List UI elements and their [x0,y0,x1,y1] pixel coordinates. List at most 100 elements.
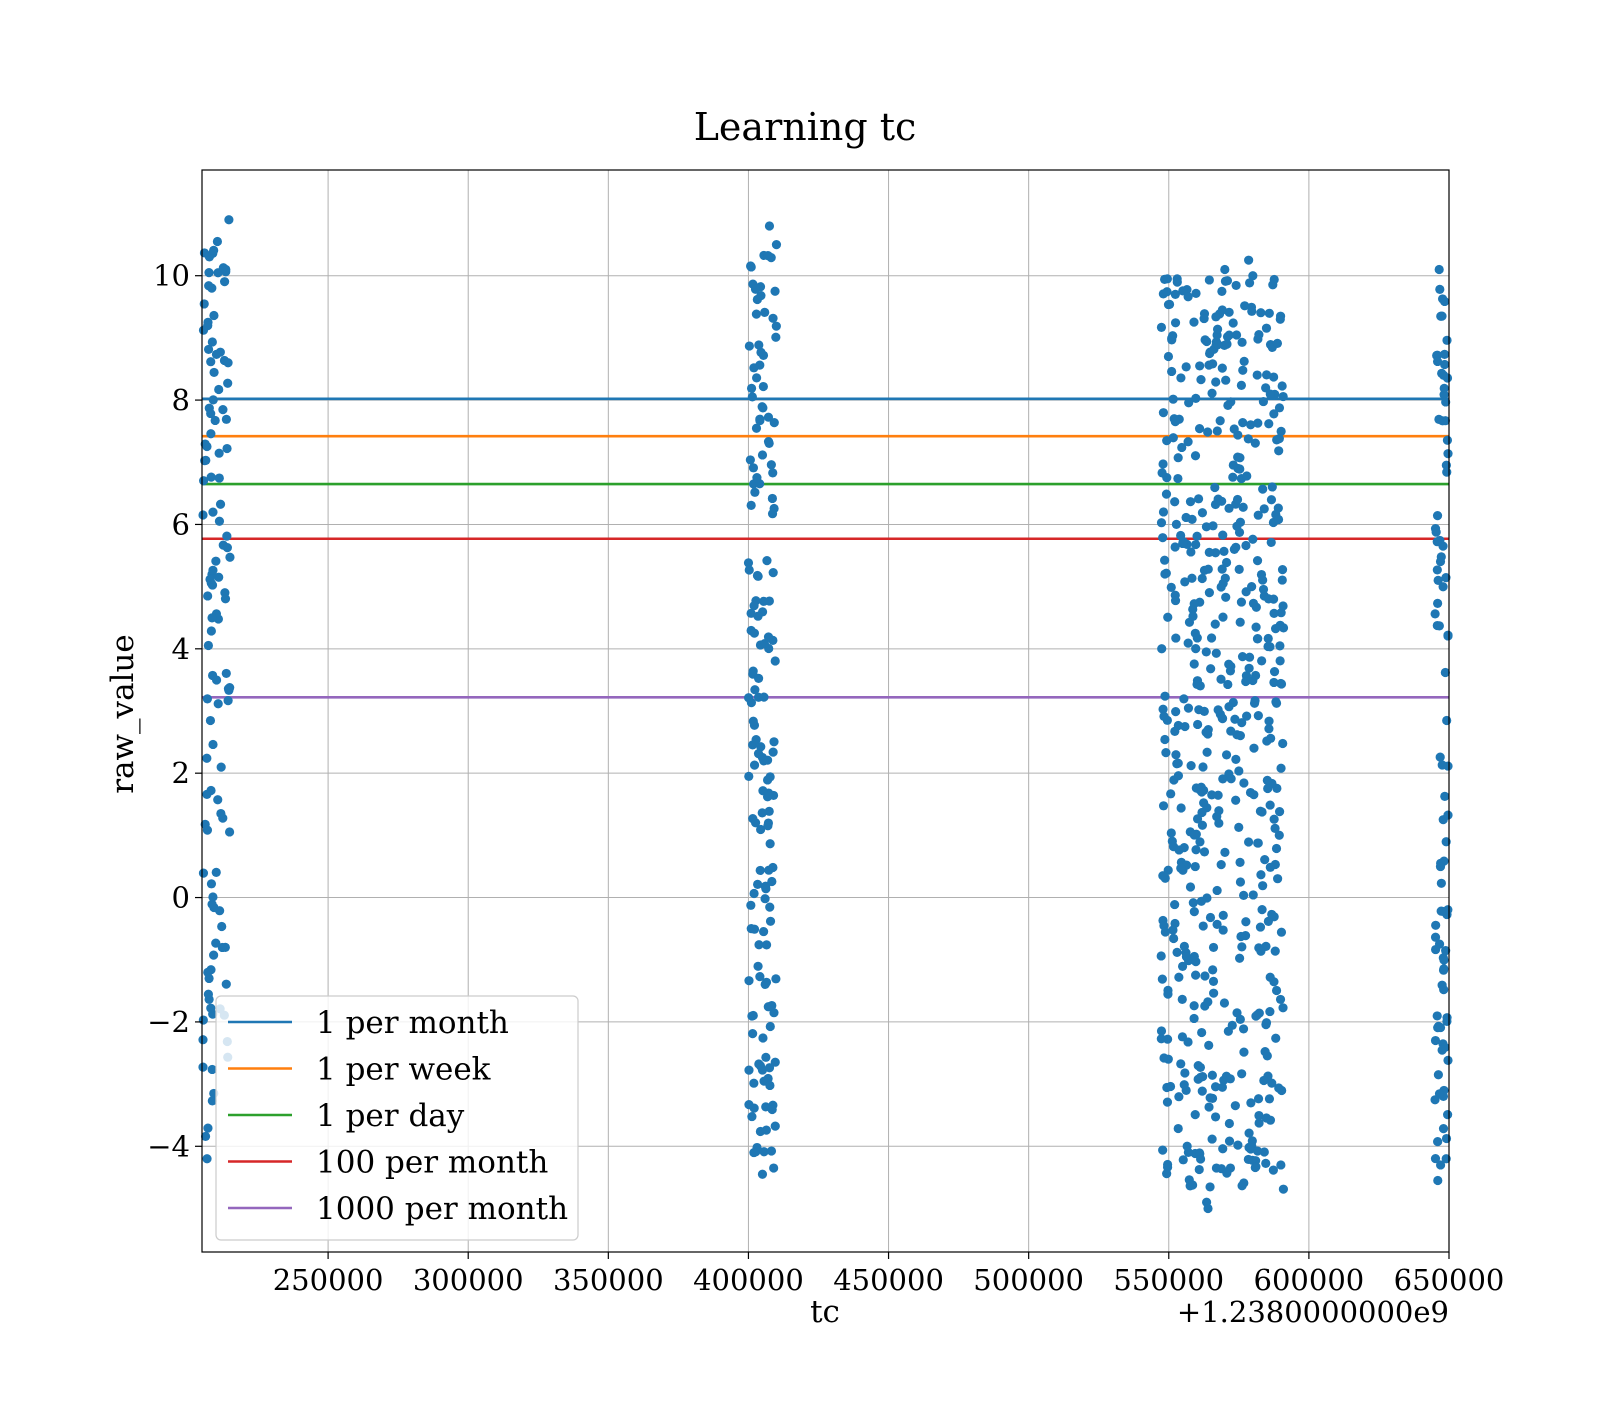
scatter-point [1252,1146,1263,1156]
scatter-point [1198,921,1208,931]
scatter-point [1203,1203,1213,1214]
scatter-point [759,692,769,702]
chart-title: Learning tc [694,105,917,149]
scatter-point [1440,359,1450,370]
scatter-point [1171,750,1181,760]
scatter-point [1212,426,1222,436]
scatter-point [764,221,775,231]
scatter-point [199,299,209,309]
x-tick-label: 600000 [1254,1263,1365,1297]
scatter-point [1157,644,1167,654]
scatter-point [1253,1094,1264,1104]
scatter-point [1231,280,1241,291]
scatter-point [1189,599,1199,609]
scatter-point [1183,703,1194,713]
scatter-point [206,357,216,367]
x-axis-offset-label: +1.2380000000e9 [1177,1295,1449,1329]
scatter-point [769,737,779,747]
scatter-point [1192,814,1203,824]
scatter-point [218,404,228,415]
scatter-point [1176,373,1186,383]
scatter-point [1264,724,1274,734]
scatter-point [1253,633,1263,644]
scatter-point [1168,433,1178,443]
scatter-point [1189,1013,1199,1024]
scatter-point [1170,497,1180,507]
scatter-point [1156,1026,1167,1036]
scatter-point [1258,881,1268,891]
scatter-point [1432,356,1443,367]
scatter-point [1221,592,1231,602]
y-tick-label: 10 [153,259,190,293]
scatter-point [1223,400,1233,410]
scatter-point [1176,530,1186,541]
scatter-point [1197,508,1208,518]
scatter-point [1204,588,1214,598]
scatter-point [751,309,762,319]
scatter-point [1441,946,1451,956]
scatter-point [1274,434,1284,444]
plot-frame [201,169,1450,1253]
scatter-point [1191,845,1201,855]
scatter-point [749,628,759,638]
legend-label: 100 per month [316,1145,548,1181]
scatter-point [1264,308,1274,318]
scatter-point [1214,818,1224,828]
scatter-point [764,1063,775,1073]
scatter-point [1204,360,1214,370]
scatter-point [1247,582,1257,592]
scatter-point [1219,998,1230,1008]
scatter-point [1239,356,1249,366]
scatter-point [1207,1134,1217,1144]
scatter-point [762,555,772,566]
scatter-point [1212,885,1222,896]
scatter-point [1191,970,1201,980]
scatter-point [1176,803,1186,813]
scatter-point [1259,1075,1269,1086]
scatter-point [1174,972,1184,982]
scatter-point [1218,774,1228,784]
scatter-point [1248,534,1258,544]
scatter-point [224,215,234,225]
scatter-point [1432,537,1442,547]
scatter-point [1252,555,1263,566]
scatter-point [1170,318,1181,328]
scatter-point [1204,1040,1214,1050]
scatter-point [1437,1045,1447,1055]
scatter-point [1217,713,1228,724]
scatter-point [1210,1112,1221,1122]
scatter-point [1192,633,1202,643]
scatter-point [1248,598,1259,608]
scatter-point [1163,299,1174,310]
scatter-point [1191,393,1201,403]
scatter-point [1180,577,1190,587]
scatter-point [1163,612,1173,622]
scatter-point [1195,1154,1206,1164]
scatter-point [209,310,219,321]
scatter-point [1238,365,1248,375]
scatter-point [1189,907,1199,917]
scatter-point [1441,573,1451,583]
scatter-point [770,1121,780,1131]
scatter-point [1205,1182,1215,1192]
scatter-point [215,499,226,509]
scatter-point [1277,575,1287,585]
scatter-point [747,1111,757,1122]
scatter-point [744,1100,754,1110]
scatter-point [1158,507,1169,517]
scatter-point [1436,311,1446,321]
scatter-point [1157,468,1167,478]
scatter-point [1171,519,1181,529]
scatter-point [1218,1144,1228,1154]
scatter-point [767,509,778,519]
scatter-point [749,760,760,770]
scatter-point [1267,909,1277,920]
scatter-point [1251,622,1261,632]
scatter-point [1236,931,1246,942]
scatter-point [1261,1158,1271,1168]
scatter-point [1211,648,1221,658]
scatter-point [1271,698,1282,708]
scatter-point [1196,896,1206,906]
scatter-point [1435,861,1446,872]
scatter-point [1207,790,1217,800]
